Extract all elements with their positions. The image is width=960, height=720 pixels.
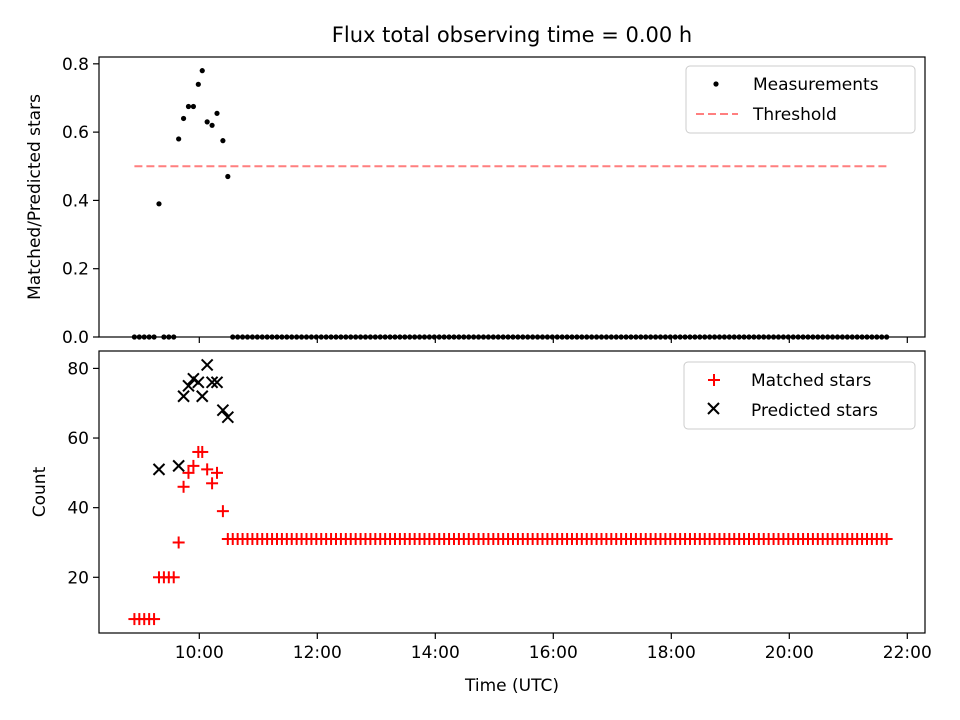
bottom-y-axis-label: Count: [30, 466, 50, 517]
predicted-star-point: [200, 358, 214, 372]
x-tick-label: 12:00: [293, 643, 342, 663]
predicted-star-point: [216, 403, 230, 417]
matched-star-point: [201, 463, 214, 476]
bottom-y-tick-label: 40: [67, 499, 89, 519]
matched-star-point: [216, 505, 229, 518]
top-legend: Measurements Threshold: [685, 65, 916, 134]
top-panel: 0.00.20.40.60.8 Matched/Predicted stars …: [25, 55, 926, 348]
matched-star-point: [182, 466, 195, 479]
matched-star-point: [172, 536, 185, 549]
bottom-y-tick-label: 80: [67, 359, 89, 379]
x-tick-label: 16:00: [529, 643, 578, 663]
legend-predicted-stars-label: Predicted stars: [751, 401, 878, 421]
predicted-star-point: [221, 410, 235, 424]
top-y-tick-label: 0.8: [62, 55, 89, 75]
bottom-axes-ticks: 20 40 60 80 10:00 12:00 14:00 16:00 18:00 20:00 22…: [67, 359, 931, 663]
chart-title: Flux total observing time = 0.00 h: [332, 23, 692, 47]
measurement-point: [185, 103, 192, 110]
top-y-tick-label: 0.2: [62, 260, 89, 280]
predicted-star-point: [192, 376, 205, 389]
measurement-point: [214, 110, 220, 116]
measurement-point: [204, 119, 210, 125]
matched-star-point: [177, 480, 190, 493]
legend-matched-stars-marker: [708, 374, 720, 386]
matched-star-point: [206, 477, 219, 490]
measurement-point: [195, 81, 201, 87]
measurement-point: [176, 136, 182, 142]
bottom-panel: 20 40 60 80 10:00 12:00 14:00 16:00 18:00 20:00 22…: [30, 350, 932, 696]
bottom-y-tick-label: 60: [67, 429, 89, 449]
x-axis-label: Time (UTC): [464, 676, 559, 696]
measurement-point: [220, 138, 226, 144]
measurement-point: [156, 201, 162, 207]
top-axes-frame: [98, 56, 926, 338]
matched-star-point: [187, 459, 200, 472]
x-tick-label: 22:00: [883, 643, 932, 663]
top-y-tick-label: 0.4: [62, 191, 89, 211]
top-y-axis-label: Matched/Predicted stars: [25, 94, 45, 300]
x-tick-label: 20:00: [765, 643, 814, 663]
matched-star-point: [880, 533, 893, 545]
matched-star-point: [148, 613, 161, 626]
measurement-point: [190, 103, 196, 110]
x-tick-label: 10:00: [175, 643, 224, 663]
predicted-star-point: [196, 390, 209, 403]
top-axes-ticks: 0.0 0.2 0.4 0.6 0.8: [62, 55, 908, 348]
legend-predicted-stars-marker: [707, 402, 720, 415]
top-legend-box: [685, 65, 916, 134]
matched-star-point: [211, 466, 223, 479]
measurement-point: [209, 122, 215, 128]
legend-measurements-marker: [713, 81, 719, 87]
matched-star-point: [167, 571, 180, 584]
measurement-point: [199, 68, 205, 74]
legend-measurements-label: Measurements: [753, 75, 879, 95]
predicted-star-point: [182, 379, 195, 393]
predicted-star-point: [210, 376, 224, 389]
top-y-tick-label: 0.6: [62, 123, 89, 143]
x-tick-label: 18:00: [647, 643, 696, 663]
predicted-star-point: [172, 459, 185, 473]
predicted-star-point: [205, 376, 219, 389]
bottom-legend: Matched stars Predicted stars: [683, 361, 916, 430]
bottom-axes-frame: [98, 350, 926, 634]
legend-threshold-label: Threshold: [752, 105, 837, 125]
legend-matched-stars-label: Matched stars: [751, 371, 871, 391]
bottom-y-tick-label: 20: [67, 568, 89, 588]
matched-star-point: [196, 445, 209, 458]
measurement-point: [180, 115, 187, 122]
predicted-star-point: [152, 463, 166, 476]
measurement-point: [225, 173, 231, 180]
bottom-legend-box: [683, 361, 916, 430]
bottom-plot-marks: [128, 358, 893, 626]
predicted-star-point: [177, 390, 190, 403]
x-tick-label: 14:00: [411, 643, 460, 663]
top-y-tick-label: 0.0: [62, 328, 89, 348]
